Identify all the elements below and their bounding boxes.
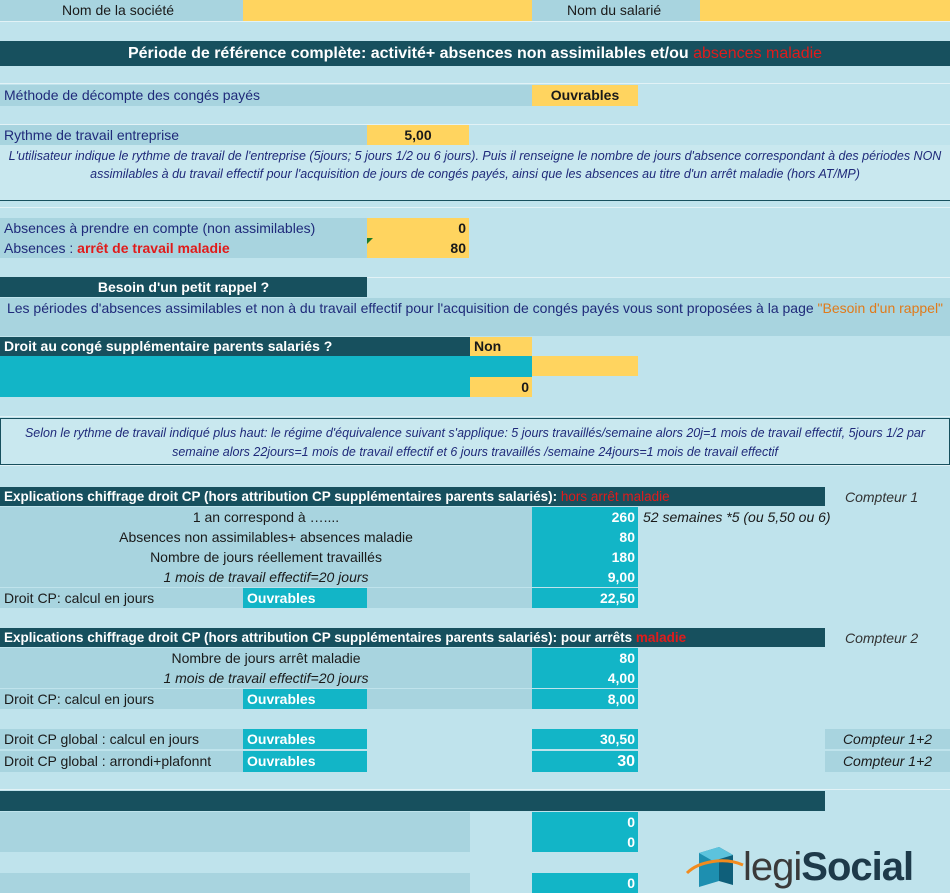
section1-counter: Compteur 1	[845, 489, 919, 505]
rhythm-note: L'utilisateur indique le rythme de trava…	[0, 145, 950, 201]
bottom-dark-bar	[0, 791, 825, 811]
s1-row4-value: 9,00	[532, 567, 638, 587]
employee-label: Nom du salarié	[567, 2, 662, 18]
absences-non-assim-label: Absences à prendre en compte (non assimi…	[0, 218, 367, 238]
logo-text-b: Social	[801, 845, 914, 889]
parents-select[interactable]: Non	[470, 337, 532, 356]
global-row2-method: Ouvrables	[243, 751, 367, 772]
section2-title-text: Explications chiffrage droit CP (hors at…	[4, 630, 636, 645]
global-row2-label: Droit CP global : arrondi+plafonnt	[0, 751, 243, 772]
reminder-title: Besoin d'un petit rappel ?	[0, 277, 367, 297]
s1-row1-label: 1 an correspond à …....	[0, 507, 532, 527]
logo-text: legiSocial	[743, 845, 914, 889]
equivalence-note: Selon le rythme de travail indiqué plus …	[0, 418, 950, 465]
banner-title: Période de référence complète: activité+…	[127, 45, 694, 62]
s2-row2-value: 4,00	[532, 668, 638, 688]
reminder-body: Les périodes d'absences assimilables et …	[6, 300, 818, 316]
s2-row1-value: 80	[532, 648, 638, 668]
section1-title-red: hors arrêt maladie	[560, 489, 670, 504]
employee-name-input[interactable]	[700, 0, 950, 21]
section2-title-red: maladie	[635, 630, 687, 645]
section1-title-text: Explications chiffrage droit CP (hors at…	[4, 489, 561, 504]
bottom-band-2	[0, 873, 470, 893]
absences-maladie-value: 80	[450, 240, 466, 256]
banner-title-red: absences maladie	[693, 45, 823, 62]
company-label-cell: Nom de la société	[0, 0, 243, 21]
logo-cube-icon	[685, 847, 744, 887]
s1-row2-label: Absences non assimilables+ absences mala…	[0, 527, 532, 547]
legisocial-logo: legiSocial	[685, 843, 935, 891]
company-label: Nom de la société	[62, 2, 175, 18]
s1-row4-label: 1 mois de travail effectif=20 jours	[0, 567, 532, 587]
absences-maladie-label: Absences : arrêt de travail maladie	[0, 238, 367, 258]
comment-marker-icon	[367, 238, 373, 244]
section2-counter: Compteur 2	[845, 630, 919, 646]
s2-result-method: Ouvrables	[243, 689, 367, 709]
s2-result-label: Droit CP: calcul en jours	[0, 689, 243, 709]
s2-row2-label: 1 mois de travail effectif=20 jours	[0, 668, 532, 688]
global-row1-counter: Compteur 1+2	[825, 729, 950, 749]
section1-title: Explications chiffrage droit CP (hors at…	[0, 487, 825, 506]
company-name-input[interactable]	[243, 0, 532, 21]
bottom-band-1	[0, 812, 470, 852]
absences-maladie-input[interactable]: 80	[367, 238, 469, 258]
parents-count[interactable]: 0	[470, 377, 532, 397]
method-label: Méthode de décompte des congés payés	[0, 85, 532, 106]
rhythm-input[interactable]: 5,00	[367, 125, 469, 145]
global-row2-counter: Compteur 1+2	[825, 751, 950, 772]
s1-result-method: Ouvrables	[243, 588, 367, 608]
absences-maladie-red: arrêt de travail maladie	[77, 240, 230, 256]
global-row1-label: Droit CP global : calcul en jours	[0, 729, 243, 749]
rhythm-label: Rythme de travail entreprise	[0, 125, 367, 145]
bottom-value-1: 0	[532, 812, 638, 832]
bottom-value-3: 0	[532, 873, 638, 893]
reminder-link[interactable]: "Besoin d'un rappel"	[817, 300, 944, 316]
s1-result-spacer	[367, 588, 532, 608]
s1-result-label: Droit CP: calcul en jours	[0, 588, 243, 608]
employee-label-cell: Nom du salarié	[532, 0, 700, 21]
global-row1-value: 30,50	[532, 729, 638, 749]
parents-teal-block	[0, 356, 532, 397]
s2-result-value: 8,00	[532, 689, 638, 709]
section2-title: Explications chiffrage droit CP (hors at…	[0, 628, 825, 647]
global-row2-value: 30	[532, 751, 638, 772]
s1-row3-value: 180	[532, 547, 638, 567]
method-select[interactable]: Ouvrables	[532, 85, 638, 106]
reminder-text: Les périodes d'absences assimilables et …	[0, 298, 950, 336]
s1-row1-value: 260	[532, 507, 638, 527]
period-banner: Période de référence complète: activité+…	[0, 41, 950, 66]
absences-non-assim-input[interactable]: 0	[367, 218, 469, 238]
global-row1-method: Ouvrables	[243, 729, 367, 749]
parents-extra-input[interactable]	[532, 356, 638, 376]
s1-row3-label: Nombre de jours réellement travaillés	[0, 547, 532, 567]
s2-result-spacer	[367, 689, 532, 709]
s1-result-value: 22,50	[532, 588, 638, 608]
absences-maladie-prefix: Absences :	[4, 240, 78, 256]
s1-row2-value: 80	[532, 527, 638, 547]
logo-text-a: legi	[743, 845, 802, 889]
bottom-value-2: 0	[532, 832, 638, 852]
parents-label: Droit au congé supplémentaire parents sa…	[0, 337, 470, 356]
s1-row1-note: 52 semaines *5 (ou 5,50 ou 6)	[643, 509, 831, 525]
s2-row1-label: Nombre de jours arrêt maladie	[0, 648, 532, 668]
